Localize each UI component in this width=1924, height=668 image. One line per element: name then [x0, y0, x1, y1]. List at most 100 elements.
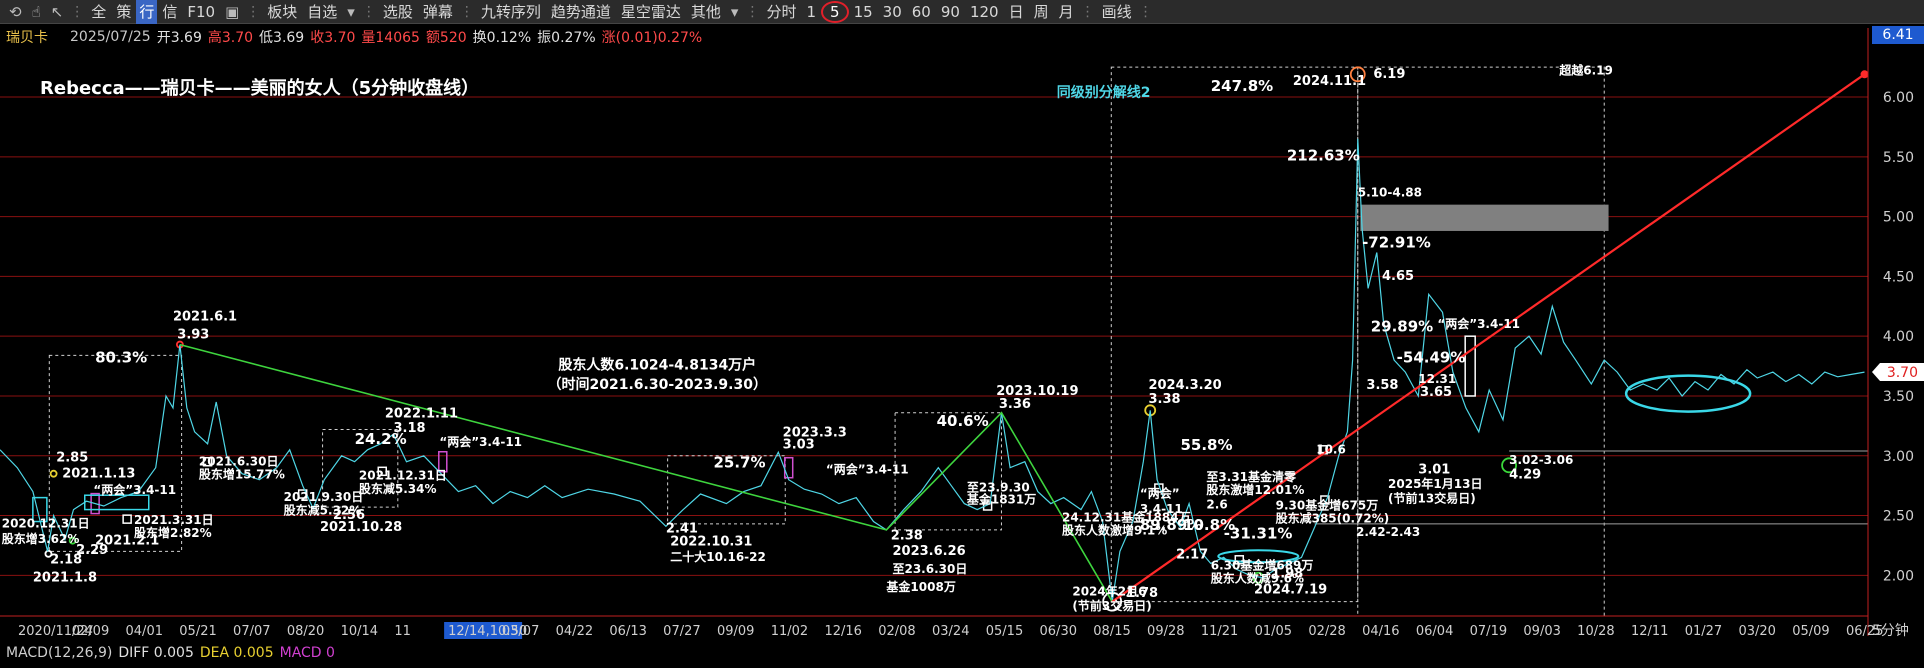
chevron-down-icon[interactable]: ▾ — [730, 2, 739, 21]
x-tick-label: 10/14 — [341, 624, 378, 639]
x-tick-label: 05/15 — [986, 624, 1023, 639]
x-tick-label: 07/27 — [663, 624, 700, 639]
x-tick-label: 08/15 — [1093, 624, 1130, 639]
period-day[interactable]: 日 — [1008, 2, 1024, 21]
x-tick-label: 02/28 — [1308, 624, 1345, 639]
annotation-label: 股东人数6.1024-4.8134万户 — [558, 357, 756, 374]
period-week[interactable]: 周 — [1033, 2, 1049, 21]
annotation-label: 2021.1.8 — [33, 570, 97, 585]
cyan-marker — [84, 494, 150, 511]
annotation-label: 股东人数减9.6% — [1211, 571, 1304, 586]
hand-icon[interactable]: ☝ — [31, 2, 41, 21]
annotation-label: 5.10-4.88 — [1358, 185, 1422, 199]
square-marker — [1234, 555, 1245, 565]
toolbar-item-quote[interactable]: 行 — [136, 0, 158, 24]
annotation-label: 80.3% — [95, 348, 147, 366]
y-tick-label: 3.00 — [1883, 449, 1914, 465]
resistance-band — [1360, 204, 1609, 231]
period-1min[interactable]: 1 — [806, 2, 817, 21]
y-tick-label: 5.00 — [1883, 210, 1914, 226]
quote-close: 收3.70 — [310, 30, 356, 46]
annotation-label: 基金1831万 — [966, 492, 1036, 507]
dashed-range-box — [322, 428, 399, 508]
annotation-label: 基金1008万 — [885, 579, 955, 594]
annotation-labels: 2020.12.31日股东增3.62%2.182021.1.82.852021.… — [2, 62, 1613, 613]
key-point-circle — [1349, 66, 1366, 83]
x-tick-label: 01/05 — [1255, 624, 1292, 639]
period-5min[interactable]: 5 — [821, 0, 849, 23]
cursor-icon[interactable]: ↖ — [50, 2, 64, 21]
x-tick-label: 10/28 — [1577, 624, 1614, 639]
annotation-label: 3.58 — [1366, 378, 1398, 393]
toolbar-item-star-radar[interactable]: 星空雷达 — [620, 2, 681, 21]
chevron-down-icon[interactable]: ▾ — [347, 2, 355, 21]
toolbar-separator: ⋮ — [246, 3, 261, 20]
annotation-label: 24.12.31基金1884万 — [1062, 510, 1191, 525]
key-point-circle — [49, 469, 58, 478]
annotation-label: (节前3交易日) — [1072, 598, 1151, 613]
annotation-label: 2023.3.3 — [783, 426, 847, 441]
macd-value: MACD 0 — [279, 645, 335, 661]
y-tick-label: 4.00 — [1883, 329, 1914, 345]
price-series-layer — [0, 138, 1865, 602]
toolbar-item-all[interactable]: 全 — [91, 2, 107, 21]
toolbar-separator: ⋮ — [70, 3, 85, 20]
annotation-label: 超越6.19 — [1558, 62, 1613, 77]
toolbar-item-other[interactable]: 其他 — [690, 2, 721, 21]
x-tick-label: 12/11 — [1631, 624, 1668, 639]
x-tick-label: 09/28 — [1147, 624, 1184, 639]
period-90min[interactable]: 90 — [940, 2, 960, 21]
x-tick-label: 06/30 — [1040, 624, 1077, 639]
annotation-label: 2.29 — [76, 543, 108, 558]
toolbar-item-draw[interactable]: 画线 — [1101, 2, 1132, 21]
annotation-label: -31.31% — [1224, 524, 1293, 542]
quote-date: 2025/07/25 — [70, 29, 151, 45]
annotation-label: 2.85 — [56, 451, 88, 466]
annotation-label: 股东减5.34% — [359, 481, 437, 496]
annotation-label: 股东增2.82% — [134, 525, 212, 540]
layout-icon[interactable]: ▣ — [225, 2, 240, 21]
annotation-label: 2022.1.11 — [385, 406, 458, 421]
toolbar-item-stock-picker[interactable]: 选股 — [382, 2, 413, 21]
y-tick-label: 2.50 — [1883, 509, 1914, 525]
macd-label[interactable]: MACD(12,26,9) — [6, 645, 113, 661]
annotation-label: 2025年1月13日 — [1388, 476, 1482, 491]
annotation-label: 25.7% — [713, 454, 765, 472]
toolbar-item-sector[interactable]: 板块 — [267, 2, 298, 21]
square-marker — [377, 466, 387, 477]
grid-layer — [0, 96, 1868, 576]
quote-info-row: 瑞贝卡 2025/07/25 开3.69 高3.70 低3.69 收3.70 量… — [0, 25, 1870, 49]
toolbar-item-danmaku[interactable]: 弹幕 — [422, 2, 453, 21]
toolbar-item-nine-turn[interactable]: 九转序列 — [480, 2, 541, 21]
toolbar-item-strategy[interactable]: 策 — [116, 2, 132, 21]
x-tick-label: 06/25 — [1846, 624, 1883, 639]
period-60min[interactable]: 60 — [911, 2, 931, 21]
x-tick-label: 12/16 — [824, 624, 861, 639]
toolbar-item-info[interactable]: 信 — [162, 2, 178, 21]
annotation-label: 1.98 — [1271, 567, 1303, 582]
annotation-label: 2021.6.1 — [173, 310, 237, 325]
toolbar-item-trend-channel[interactable]: 趋势通道 — [550, 2, 611, 21]
toolbar-item-f10[interactable]: F10 — [187, 2, 216, 21]
x-tick-label: 02/09 — [72, 624, 109, 639]
toolbar-separator: ⋮ — [1138, 3, 1153, 20]
annotation-label: 2.42-2.43 — [1356, 525, 1420, 539]
annotation-label: -54.49% — [1397, 348, 1466, 366]
annotation-label: 3.36 — [999, 397, 1031, 412]
period-30min[interactable]: 30 — [882, 2, 902, 21]
quote-open: 开3.69 — [156, 30, 202, 46]
square-marker — [1464, 335, 1476, 397]
x-tick-label: 07/07 — [233, 624, 270, 639]
price-chart[interactable]: 2020.12.31日股东增3.62%2.182021.1.82.852021.… — [0, 0, 1924, 640]
annotation-label: 2021.12.31日 — [359, 469, 447, 483]
purple-marker — [438, 450, 448, 473]
back-icon[interactable]: ⟲ — [9, 2, 22, 21]
period-15min[interactable]: 15 — [853, 2, 873, 21]
x-tick-label: 01/27 — [1685, 624, 1722, 639]
period-month[interactable]: 月 — [1058, 2, 1074, 21]
period-intraday[interactable]: 分时 — [766, 2, 797, 21]
toolbar-item-watchlist[interactable]: 自选 — [307, 2, 338, 21]
annotation-label: 2.6 — [1206, 497, 1227, 511]
period-120min[interactable]: 120 — [969, 2, 999, 21]
annotation-label: 12.31 — [1418, 372, 1456, 386]
